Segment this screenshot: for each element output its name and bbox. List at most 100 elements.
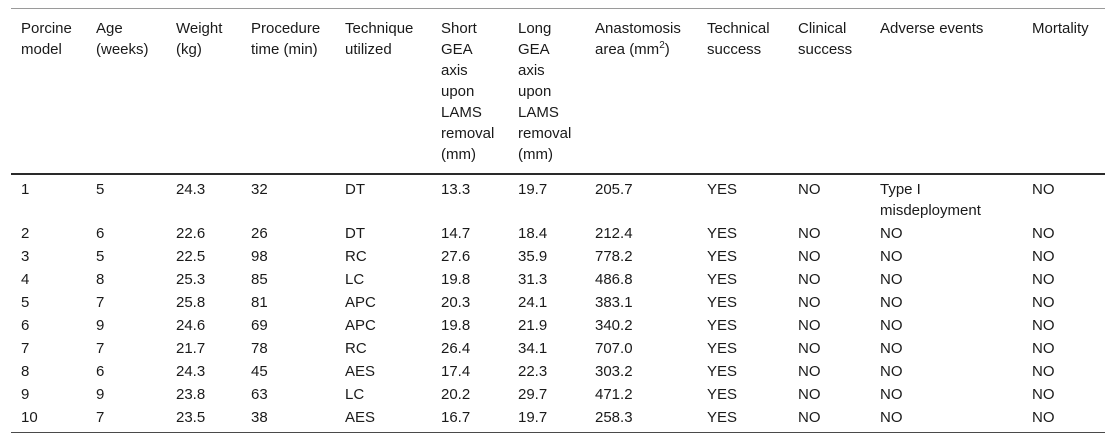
table-row: 7 7 21.7 78 RC 26.4 34.1 707.0 YES NO NO NO [11,337,1105,360]
cell-clinical-success: NO [798,317,821,334]
cell-technical-success: YES [707,225,738,242]
cell-clinical-success: NO [798,340,821,357]
header-anastomosis-area: Anastomosis area (mm2) [585,9,697,175]
cell-long-axis: 21.9 [518,317,548,334]
cell-porcine-model: 10 [21,409,38,426]
cell-technical-success: YES [707,271,738,288]
cell-anastomosis-area: 486.8 [595,271,633,288]
cell-short-axis: 20.3 [441,294,471,311]
cell-technique: RC [345,248,367,265]
cell-clinical-success: NO [798,248,821,265]
cell-technique: LC [345,271,365,288]
cell-procedure-time: 85 [251,271,268,288]
cell-technique: APC [345,294,376,311]
cell-clinical-success: NO [798,181,821,198]
header-row: Porcine model Age (weeks) Weight (kg) Pr… [11,8,1105,175]
header-age: Age (weeks) [96,20,149,58]
cell-adverse-events: NO [880,225,903,242]
cell-technical-success: YES [707,409,738,426]
cell-long-axis: 35.9 [518,248,548,265]
cell-technique: DT [345,225,365,242]
header-technical-success: Technical success [707,20,770,58]
cell-long-axis: 19.7 [518,409,548,426]
cell-technique: LC [345,386,365,403]
cell-procedure-time: 26 [251,225,268,242]
table-row: 10 7 23.5 38 AES 16.7 19.7 258.3 YES NO NO NO [11,406,1105,433]
cell-mortality: NO [1032,271,1055,288]
cell-adverse-events: Type I misdeployment [880,181,981,219]
cell-procedure-time: 38 [251,409,268,426]
cell-age: 8 [96,271,105,288]
header-weight: Weight (kg) [176,20,223,58]
table-row: 3 5 22.5 98 RC 27.6 35.9 778.2 YES NO NO NO [11,245,1105,268]
header-procedure-time: Procedure time (min) [251,20,321,58]
cell-short-axis: 17.4 [441,363,471,380]
cell-clinical-success: NO [798,271,821,288]
cell-long-axis: 19.7 [518,181,548,198]
cell-age: 6 [96,363,105,380]
results-table: Porcine model Age (weeks) Weight (kg) Pr… [11,8,1105,433]
table-row: 6 9 24.6 69 APC 19.8 21.9 340.2 YES NO NO NO [11,314,1105,337]
cell-mortality: NO [1032,409,1055,426]
table-row: 8 6 24.3 45 AES 17.4 22.3 303.2 YES NO NO NO [11,360,1105,383]
cell-porcine-model: 7 [21,340,30,357]
cell-mortality: NO [1032,248,1055,265]
header-porcine-model: Porcine model [21,20,72,58]
cell-adverse-events: NO [880,317,903,334]
header-adverse-events: Adverse events [880,20,984,37]
cell-technical-success: YES [707,317,738,334]
cell-anastomosis-area: 383.1 [595,294,633,311]
cell-weight: 24.6 [176,317,206,334]
cell-anastomosis-area: 205.7 [595,181,633,198]
cell-age: 7 [96,409,105,426]
cell-technique: AES [345,409,376,426]
cell-mortality: NO [1032,340,1055,357]
cell-technique: AES [345,363,376,380]
cell-long-axis: 24.1 [518,294,548,311]
cell-clinical-success: NO [798,225,821,242]
cell-clinical-success: NO [798,363,821,380]
cell-short-axis: 19.8 [441,271,471,288]
cell-anastomosis-area: 471.2 [595,386,633,403]
table-row: 9 9 23.8 63 LC 20.2 29.7 471.2 YES NO NO NO [11,383,1105,406]
cell-age: 9 [96,386,105,403]
cell-porcine-model: 9 [21,386,30,403]
cell-weight: 25.8 [176,294,206,311]
cell-mortality: NO [1032,294,1055,311]
cell-porcine-model: 5 [21,294,30,311]
cell-procedure-time: 63 [251,386,268,403]
cell-porcine-model: 6 [21,317,30,334]
cell-anastomosis-area: 340.2 [595,317,633,334]
header-short-axis: Short GEA axis upon LAMS removal (mm) [441,20,495,163]
cell-anastomosis-area: 707.0 [595,340,633,357]
cell-long-axis: 22.3 [518,363,548,380]
cell-procedure-time: 45 [251,363,268,380]
cell-short-axis: 27.6 [441,248,471,265]
cell-weight: 23.5 [176,409,206,426]
cell-anastomosis-area: 212.4 [595,225,633,242]
cell-short-axis: 20.2 [441,386,471,403]
cell-short-axis: 19.8 [441,317,471,334]
header-anastomosis-area-after: ) [664,41,670,58]
table-body: 1 5 24.3 32 DT 13.3 19.7 205.7 YES NO Type I misde… [11,174,1105,433]
cell-weight: 25.3 [176,271,206,288]
cell-mortality: NO [1032,225,1055,242]
cell-adverse-events: NO [880,340,903,357]
cell-weight: 22.5 [176,248,206,265]
cell-long-axis: 29.7 [518,386,548,403]
header-anastomosis-area-text: Anastomosis area (mm [595,20,681,58]
cell-procedure-time: 81 [251,294,268,311]
cell-technical-success: YES [707,181,738,198]
cell-technique: RC [345,340,367,357]
cell-porcine-model: 4 [21,271,30,288]
header-long-axis: Long GEA axis upon LAMS removal (mm) [518,20,572,163]
cell-technical-success: YES [707,363,738,380]
cell-mortality: NO [1032,317,1055,334]
cell-clinical-success: NO [798,409,821,426]
header-anastomosis-area-sup: 2 [659,40,665,51]
cell-porcine-model: 8 [21,363,30,380]
cell-clinical-success: NO [798,386,821,403]
cell-technical-success: YES [707,294,738,311]
cell-long-axis: 18.4 [518,225,548,242]
cell-mortality: NO [1032,386,1055,403]
